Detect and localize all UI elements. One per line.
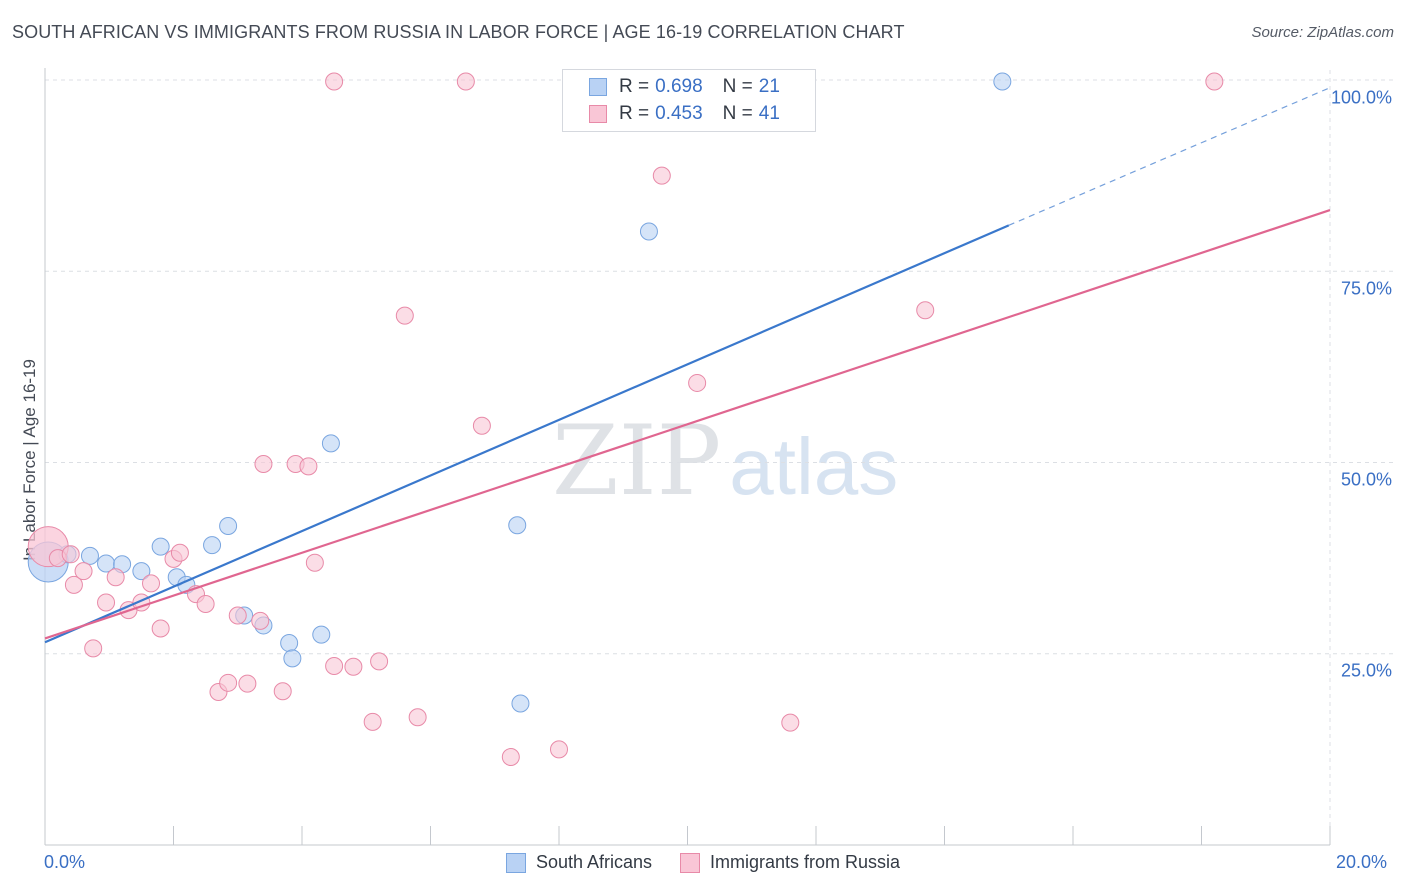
data-point (511, 694, 530, 713)
trend-line (44, 209, 1331, 640)
data-point (196, 595, 215, 614)
data-point (993, 72, 1012, 91)
legend-n-label: N = (722, 103, 753, 124)
y-tick-label-75: 75.0% (1340, 278, 1392, 299)
data-point (688, 373, 707, 392)
data-point (370, 652, 389, 671)
data-point (508, 516, 527, 535)
data-point (363, 712, 382, 731)
data-point (325, 72, 344, 91)
data-point (80, 546, 99, 565)
x-tick-label-min: 0.0% (44, 852, 86, 872)
data-point (472, 416, 491, 435)
legend-row-south-africans: R = 0.698 N = 21 (589, 74, 780, 100)
data-point (84, 639, 103, 658)
series-name-south-africans: South Africans (535, 852, 653, 872)
data-point (106, 568, 125, 587)
legend-row-immigrants-russia: R = 0.453 N = 41 (589, 101, 780, 127)
series-name-immigrants-russia: Immigrants from Russia (710, 852, 901, 872)
data-point (254, 455, 273, 474)
data-point (408, 708, 427, 727)
data-point (238, 674, 257, 693)
legend-swatch-blue (589, 78, 607, 96)
data-point (550, 740, 568, 759)
legend-r-label: R = (619, 76, 650, 97)
data-point (132, 562, 151, 581)
data-point (97, 593, 116, 612)
data-point (325, 656, 344, 675)
series-legend-south-africans: South Africans (505, 852, 653, 873)
data-point (652, 166, 671, 185)
legend-n-value: 41 (758, 103, 780, 124)
y-tick-label-50: 50.0% (1340, 469, 1392, 490)
data-point (74, 562, 93, 581)
y-tick-label-100: 100.0% (1330, 87, 1392, 108)
legend-n-label: N = (722, 76, 753, 97)
legend-swatch-pink (589, 105, 607, 123)
data-point (64, 575, 83, 594)
correlation-legend: R = 0.698 N = 21 R = 0.453 N = 41 (562, 69, 816, 132)
legend-r-label: R = (619, 103, 650, 124)
data-point (344, 657, 363, 676)
chart-title: SOUTH AFRICAN VS IMMIGRANTS FROM RUSSIA … (12, 22, 905, 42)
data-point (151, 537, 170, 556)
legend-n-value: 21 (758, 76, 780, 97)
data-point (219, 673, 238, 692)
x-tick-label-max: 20.0% (1336, 852, 1388, 872)
watermark-atlas: atlas (729, 422, 899, 511)
data-point (151, 619, 170, 638)
data-point (280, 634, 299, 653)
y-tick-label-25: 25.0% (1340, 660, 1392, 681)
data-point (395, 306, 414, 325)
series-legend-immigrants-russia: Immigrants from Russia (680, 852, 900, 873)
data-point (219, 516, 238, 535)
series-swatch-pink (680, 852, 701, 873)
series-swatch-blue (505, 852, 526, 873)
data-point (781, 713, 800, 732)
data-point (203, 536, 222, 555)
data-point (251, 611, 270, 630)
data-point (312, 625, 331, 644)
series-legend: South Africans Immigrants from Russia (0, 852, 1406, 873)
data-point (916, 301, 935, 320)
trend-line (44, 224, 1010, 644)
data-point (639, 222, 658, 241)
legend-r-value: 0.698 (655, 76, 703, 97)
data-point (305, 553, 324, 572)
data-point (501, 748, 520, 767)
source-credit: Source: ZipAtlas.com (1251, 24, 1394, 41)
data-point (283, 649, 302, 668)
data-point (456, 72, 475, 91)
data-point (321, 434, 340, 453)
data-point (299, 457, 318, 476)
data-point (142, 574, 161, 593)
data-point (170, 543, 189, 562)
data-point (1205, 72, 1224, 91)
data-point (61, 545, 80, 564)
data-point (228, 606, 247, 625)
data-point (273, 682, 292, 701)
trend-line-extension (1008, 87, 1331, 226)
legend-r-value: 0.453 (655, 103, 703, 124)
